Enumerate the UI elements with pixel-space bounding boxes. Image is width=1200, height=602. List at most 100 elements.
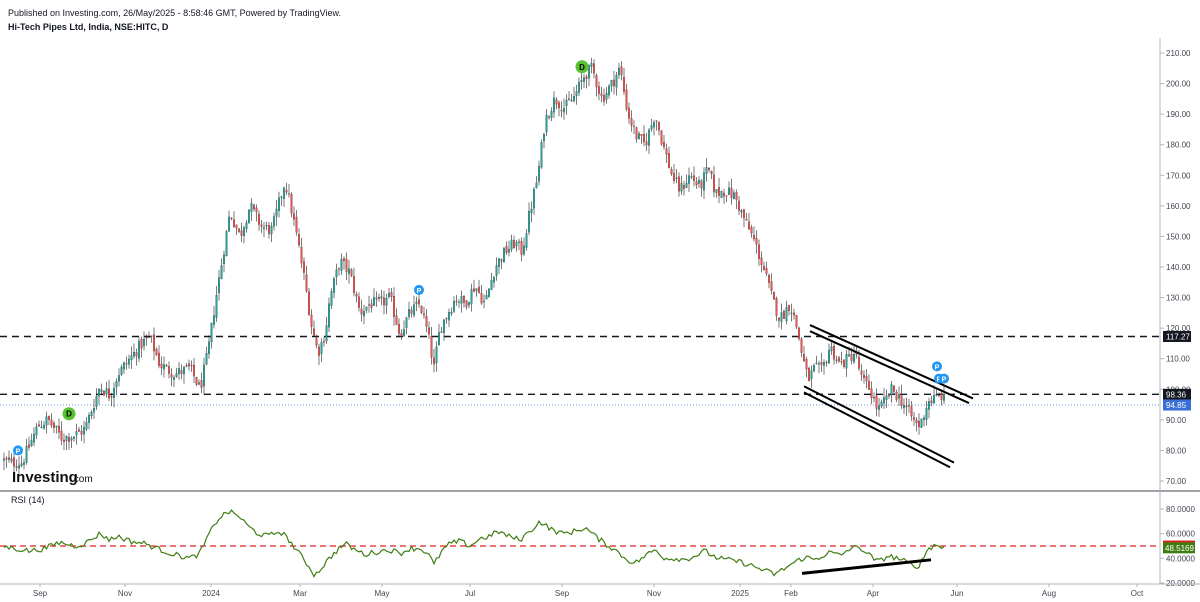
dividend-marker[interactable]: D bbox=[62, 407, 76, 421]
candle-body bbox=[835, 359, 838, 361]
candle-body bbox=[250, 203, 253, 212]
price-tick-label: 180.00 bbox=[1166, 141, 1191, 150]
time-axis[interactable]: Sep Nov 2024 Mar May Jul Sep Nov 2025 Feb Apr Jun Au… bbox=[0, 583, 1200, 598]
marker-circle bbox=[13, 445, 23, 456]
candle-body bbox=[892, 385, 895, 392]
event-marker-p[interactable]: P bbox=[414, 284, 424, 295]
candle-body bbox=[220, 265, 223, 279]
candle-body bbox=[797, 327, 800, 339]
instrument-title: Hi-Tech Pipes Ltd, India, NSE:HITC, D bbox=[8, 22, 169, 32]
candle-body bbox=[263, 227, 266, 229]
candle-body bbox=[328, 303, 331, 328]
candle-body bbox=[102, 391, 105, 396]
price-badge-label: 94.85 bbox=[1166, 401, 1187, 410]
candle-body bbox=[735, 192, 738, 200]
channel-lines bbox=[803, 324, 974, 469]
candle-body bbox=[792, 312, 795, 316]
candle-body bbox=[95, 395, 98, 407]
candle-body bbox=[465, 300, 468, 308]
candle-body bbox=[870, 388, 873, 399]
candle-body bbox=[400, 333, 403, 337]
candle-body bbox=[320, 342, 323, 354]
candle-body bbox=[258, 213, 261, 225]
candle-body bbox=[403, 329, 406, 337]
candle-body bbox=[28, 444, 31, 448]
candle-body bbox=[747, 221, 750, 230]
candle-body bbox=[585, 76, 588, 80]
event-marker-p[interactable]: P bbox=[939, 373, 949, 384]
candle-body bbox=[927, 401, 930, 410]
candle-body bbox=[85, 422, 88, 430]
candle-body bbox=[235, 224, 238, 229]
candle-body bbox=[577, 82, 580, 93]
candle-body bbox=[313, 328, 316, 336]
candle-body bbox=[188, 363, 191, 367]
candle-body bbox=[198, 382, 201, 385]
candle-body bbox=[690, 176, 693, 178]
candle-body bbox=[785, 307, 788, 322]
candle-body bbox=[905, 405, 908, 408]
price-axis[interactable]: 210.00 200.00 190.00 180.00 170.00 160.00 150.… bbox=[1160, 49, 1191, 486]
candle-body bbox=[565, 100, 568, 107]
candle-body bbox=[527, 211, 530, 233]
candle-body bbox=[30, 440, 33, 446]
candle-body bbox=[475, 288, 478, 292]
candle-body bbox=[385, 297, 388, 306]
candle-body bbox=[800, 338, 803, 353]
candle-body bbox=[460, 296, 463, 304]
time-tick-label: Nov bbox=[647, 589, 661, 598]
candle-body bbox=[912, 417, 915, 420]
price-tick-label: 110.00 bbox=[1166, 355, 1190, 364]
candle-body bbox=[318, 346, 321, 356]
candle-body bbox=[145, 337, 148, 339]
candle-body bbox=[380, 296, 383, 299]
candle-body bbox=[842, 359, 845, 367]
candle-body bbox=[742, 209, 745, 219]
candle-body bbox=[325, 325, 328, 342]
candle-body bbox=[498, 258, 501, 267]
candle-body bbox=[620, 66, 623, 76]
candle-body bbox=[900, 394, 903, 406]
candle-body bbox=[65, 436, 68, 441]
candle-body bbox=[907, 405, 910, 407]
candle-body bbox=[185, 365, 188, 367]
candle-body bbox=[395, 315, 398, 325]
dividend-marker[interactable]: D bbox=[575, 60, 589, 74]
event-marker-p[interactable]: P bbox=[13, 445, 23, 456]
candle-body bbox=[238, 228, 241, 232]
candle-body bbox=[440, 331, 443, 333]
candle-body bbox=[133, 352, 136, 357]
event-marker-p[interactable]: P bbox=[932, 361, 942, 372]
candle-body bbox=[725, 195, 728, 197]
candle-body bbox=[705, 167, 708, 174]
candle-body bbox=[770, 281, 773, 291]
candle-body bbox=[138, 341, 141, 359]
candle-body bbox=[298, 234, 301, 246]
price-tick-label: 90.00 bbox=[1166, 416, 1187, 425]
candle-body bbox=[685, 183, 688, 188]
candle-body bbox=[405, 317, 408, 328]
price-tick-label: 140.00 bbox=[1166, 263, 1191, 272]
candle-body bbox=[662, 142, 665, 148]
candle-body bbox=[875, 395, 878, 409]
candle-body bbox=[390, 292, 393, 297]
candle-body bbox=[408, 309, 411, 317]
candle-body bbox=[8, 457, 11, 460]
candle-body bbox=[508, 248, 511, 253]
candle-body bbox=[153, 334, 156, 352]
candle-body bbox=[760, 257, 763, 265]
candle-body bbox=[652, 122, 655, 128]
candle-body bbox=[615, 75, 618, 88]
candle-body bbox=[105, 388, 108, 395]
published-line: Published on Investing.com, 26/May/2025 … bbox=[8, 8, 342, 18]
candle-body bbox=[92, 408, 95, 413]
candle-body bbox=[555, 99, 558, 105]
candle-body bbox=[915, 419, 918, 424]
candle-body bbox=[308, 291, 311, 315]
price-badge-bg bbox=[1163, 399, 1191, 411]
marker-label: P bbox=[942, 377, 947, 384]
candle-body bbox=[75, 431, 78, 436]
